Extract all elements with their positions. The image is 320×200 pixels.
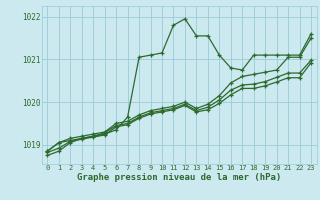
X-axis label: Graphe pression niveau de la mer (hPa): Graphe pression niveau de la mer (hPa) xyxy=(77,173,281,182)
